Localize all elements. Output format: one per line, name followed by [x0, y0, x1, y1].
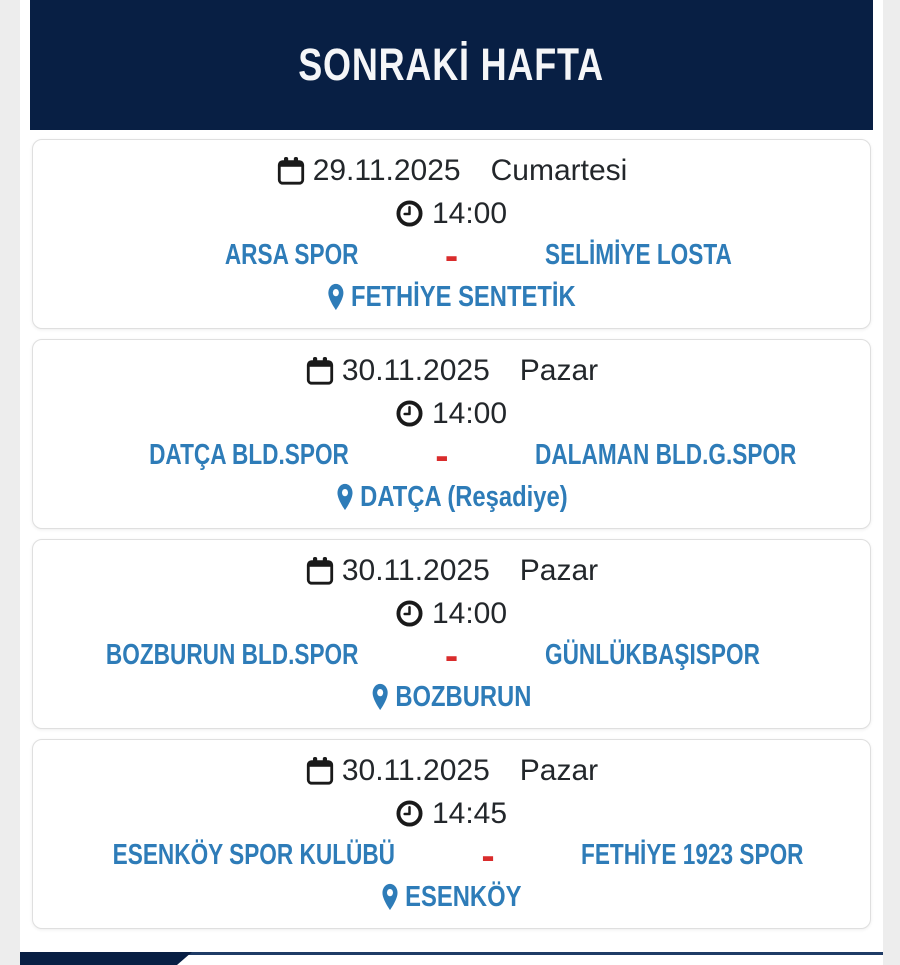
match-venue-row: DATÇA (Reşadiye)	[33, 481, 870, 514]
map-marker-icon	[328, 283, 344, 311]
next-section-divider	[20, 952, 883, 965]
kickoff-time: 14:00	[431, 396, 508, 430]
home-team: BOZBURUN BLD.SPOR	[105, 639, 359, 672]
away-team: GÜNLÜKBAŞISPOR	[544, 639, 760, 672]
match-date-row: 30.11.2025 Pazar	[33, 354, 870, 388]
venue-group: ESENKÖY	[381, 880, 522, 914]
content-column: SONRAKİ HAFTA 29.11.2025 Cumartesi	[20, 0, 883, 965]
venue-group: BOZBURUN	[372, 680, 532, 714]
match-date: 30.11.2025	[341, 754, 490, 788]
venue-text: DATÇA (Reşadiye)	[359, 480, 568, 513]
calendar-icon	[306, 557, 333, 585]
vs-separator: -	[444, 233, 459, 278]
match-date-row: 30.11.2025 Pazar	[33, 754, 870, 788]
match-venue-row: ESENKÖY	[33, 881, 870, 914]
kickoff-time: 14:45	[431, 796, 508, 830]
venue-text: ESENKÖY	[405, 880, 522, 913]
vs-separator: -	[481, 833, 495, 878]
home-team: ARSA SPOR	[224, 239, 359, 272]
map-marker-icon	[372, 683, 388, 711]
clock-icon	[396, 800, 423, 827]
match-card[interactable]: 30.11.2025 Pazar 14:00 DATÇA BLD.SPOR - …	[32, 339, 871, 529]
match-time-row: 14:00	[33, 197, 870, 231]
match-date-row: 30.11.2025 Pazar	[33, 554, 870, 588]
match-teams-row: BOZBURUN BLD.SPOR - GÜNLÜKBAŞISPOR	[33, 633, 870, 678]
clock-icon	[396, 600, 423, 627]
map-marker-icon	[336, 483, 353, 511]
section-title: SONRAKİ HAFTA	[298, 39, 605, 90]
kickoff-time: 14:00	[431, 596, 508, 630]
section-divider-line	[20, 952, 883, 955]
calendar-icon	[306, 757, 333, 785]
clock-icon	[396, 200, 423, 227]
match-card[interactable]: 29.11.2025 Cumartesi 14:00 ARSA SPOR - S…	[32, 139, 871, 329]
match-time-row: 14:00	[33, 397, 870, 431]
venue-text: FETHİYE SENTETİK	[351, 280, 576, 313]
fixture-list: 29.11.2025 Cumartesi 14:00 ARSA SPOR - S…	[20, 130, 883, 929]
match-date: 30.11.2025	[341, 354, 490, 388]
match-venue-row: FETHİYE SENTETİK	[33, 281, 870, 314]
match-teams-row: ESENKÖY SPOR KULÜBÜ - FETHİYE 1923 SPOR	[33, 833, 870, 878]
venue-group: DATÇA (Reşadiye)	[336, 481, 567, 514]
match-card[interactable]: 30.11.2025 Pazar 14:45 ESENKÖY SPOR KULÜ…	[32, 739, 871, 929]
venue-text: BOZBURUN	[395, 680, 532, 713]
calendar-icon	[277, 157, 304, 185]
kickoff-time: 14:00	[431, 196, 508, 230]
away-team: DALAMAN BLD.G.SPOR	[534, 439, 797, 472]
match-teams-row: ARSA SPOR - SELİMİYE LOSTA	[33, 233, 870, 278]
vs-separator: -	[444, 633, 459, 678]
match-time-row: 14:00	[33, 597, 870, 631]
match-date-row: 29.11.2025 Cumartesi	[33, 154, 870, 188]
calendar-icon	[306, 357, 333, 385]
next-section-tab	[20, 952, 192, 965]
section-header: SONRAKİ HAFTA	[30, 0, 873, 130]
match-weekday: Pazar	[519, 754, 599, 788]
match-time-row: 14:45	[33, 797, 870, 831]
match-weekday: Pazar	[519, 554, 599, 588]
map-marker-icon	[382, 883, 398, 911]
match-date: 30.11.2025	[341, 554, 490, 588]
match-venue-row: BOZBURUN	[33, 681, 870, 714]
away-team: SELİMİYE LOSTA	[544, 239, 732, 272]
home-team: DATÇA BLD.SPOR	[149, 439, 349, 472]
home-team: ESENKÖY SPOR KULÜBÜ	[112, 839, 396, 872]
venue-group: FETHİYE SENTETİK	[327, 280, 576, 314]
match-date: 29.11.2025	[312, 154, 461, 188]
away-team: FETHİYE 1923 SPOR	[581, 839, 804, 872]
vs-separator: -	[435, 433, 449, 478]
match-weekday: Cumartesi	[490, 154, 628, 188]
match-card[interactable]: 30.11.2025 Pazar 14:00 BOZBURUN BLD.SPOR…	[32, 539, 871, 729]
match-teams-row: DATÇA BLD.SPOR - DALAMAN BLD.G.SPOR	[33, 433, 870, 478]
clock-icon	[396, 400, 423, 427]
match-weekday: Pazar	[519, 354, 599, 388]
